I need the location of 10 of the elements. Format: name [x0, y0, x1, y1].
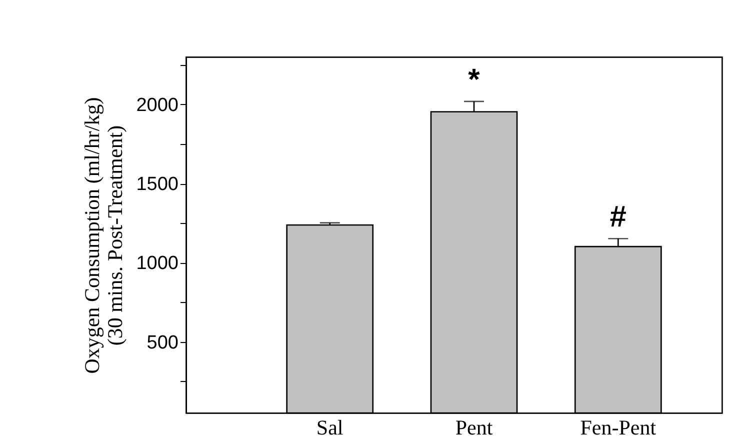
y-tick-label: 500 — [146, 332, 178, 354]
annotation: # — [610, 200, 627, 234]
annotation: * — [468, 63, 480, 96]
y-axis-title: Oxygen Consumption (ml/hr/kg) (30 mins. Post-Treatment) — [80, 97, 128, 374]
y-tick-label: 1500 — [136, 174, 178, 196]
x-tick-label: Pent — [455, 416, 493, 440]
y-tick-label: 1000 — [136, 253, 178, 274]
x-tick-label: Sal — [316, 416, 344, 440]
y-tick-label: 2000 — [136, 94, 178, 116]
x-tick-label: Fen-Pent — [580, 416, 656, 440]
